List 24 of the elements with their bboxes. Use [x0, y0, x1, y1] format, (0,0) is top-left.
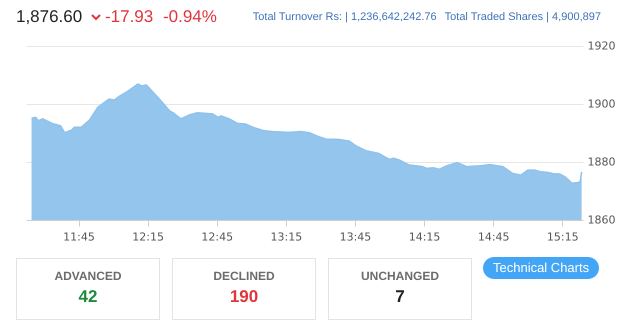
y-tick-label: 1860 [588, 214, 616, 226]
y-tick-label: 1920 [588, 40, 616, 52]
data-label: 42 [78, 287, 98, 307]
x-tick-label: 14:15 [408, 230, 440, 244]
data-label: 7 [394, 287, 406, 307]
category-label: UNCHANGED [360, 269, 440, 283]
x-tick-label: 15:15 [546, 230, 579, 244]
category-label: ADVANCED [53, 269, 123, 283]
x-tick-label: 12:45 [201, 230, 234, 244]
text: -17.93 [105, 7, 154, 27]
y-tick-label: 1900 [588, 98, 616, 110]
x-tick-label: 13:45 [340, 230, 372, 244]
text: Technical Charts [483, 257, 600, 279]
x-tick-label: 12:15 [132, 230, 164, 244]
text: Total Traded Shares | 4,900,897 [444, 11, 601, 23]
y-tick-label: 1880 [588, 156, 616, 168]
x-tick-label: 14:45 [478, 230, 510, 244]
x-tick-label: 13:15 [270, 230, 302, 244]
x-tick-label: 11:45 [63, 230, 95, 244]
category-label: DECLINED [212, 269, 276, 283]
text: Total Turnover Rs: | 1,236,642,242.76 [252, 11, 437, 23]
chart-title: 1,876.60 [16, 7, 82, 27]
text: -0.94% [163, 7, 217, 27]
data-label: 190 [228, 287, 260, 307]
